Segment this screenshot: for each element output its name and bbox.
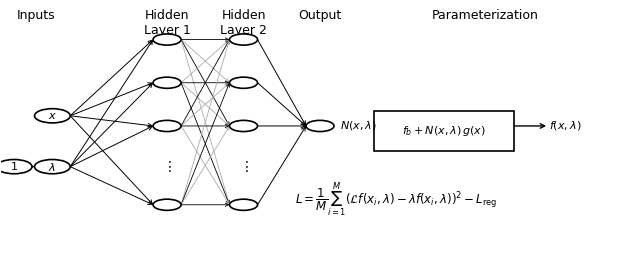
- Circle shape: [230, 77, 257, 88]
- Text: $L = \dfrac{1}{M}\sum_{i=1}^{M}\left(\mathcal{L}f(x_i,\lambda) - \lambda f(x_i,\: $L = \dfrac{1}{M}\sum_{i=1}^{M}\left(\ma…: [295, 181, 498, 219]
- FancyBboxPatch shape: [374, 111, 515, 151]
- Text: Hidden
Layer 1: Hidden Layer 1: [143, 9, 191, 37]
- Text: $\vdots$: $\vdots$: [162, 159, 172, 174]
- Circle shape: [153, 77, 181, 88]
- Text: $\vdots$: $\vdots$: [239, 159, 248, 174]
- Circle shape: [153, 199, 181, 210]
- Text: $f_b + N(x,\lambda)\, g(x)$: $f_b + N(x,\lambda)\, g(x)$: [403, 124, 486, 138]
- Text: Inputs: Inputs: [17, 9, 56, 22]
- Text: $λ$: $λ$: [49, 161, 56, 173]
- Text: Hidden
Layer 2: Hidden Layer 2: [220, 9, 267, 37]
- Circle shape: [230, 120, 257, 132]
- Circle shape: [35, 160, 70, 174]
- Circle shape: [153, 34, 181, 45]
- Text: $N(x,\lambda)$: $N(x,\lambda)$: [340, 120, 378, 132]
- Text: $f(x,\lambda)$: $f(x,\lambda)$: [549, 120, 582, 132]
- Circle shape: [306, 120, 334, 132]
- Circle shape: [35, 109, 70, 123]
- Text: 1: 1: [11, 162, 18, 172]
- Text: Parameterization: Parameterization: [432, 9, 539, 22]
- Circle shape: [230, 34, 257, 45]
- Text: Output: Output: [298, 9, 342, 22]
- Text: $x$: $x$: [48, 111, 57, 121]
- Circle shape: [0, 160, 32, 174]
- Circle shape: [153, 120, 181, 132]
- Circle shape: [230, 199, 257, 210]
